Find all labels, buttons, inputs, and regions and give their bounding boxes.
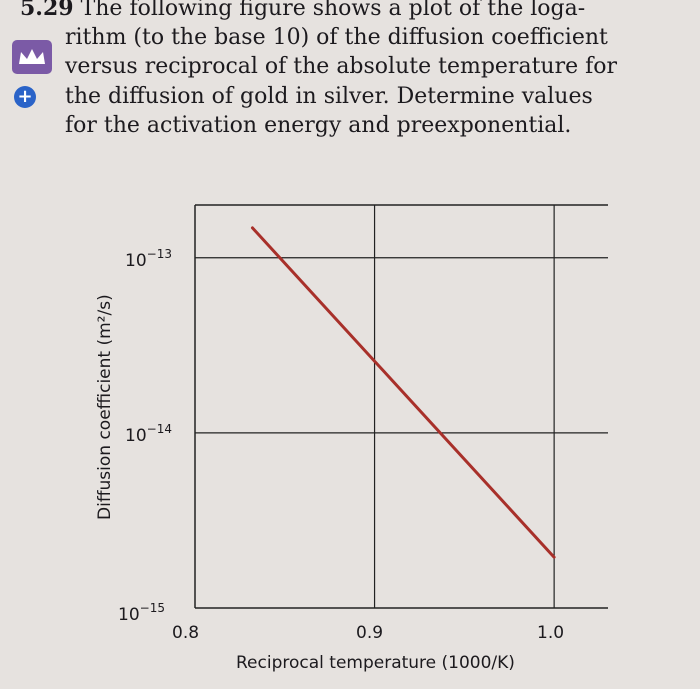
- problem-line-3: versus reciprocal of the absolute temper…: [65, 54, 618, 79]
- problem-line-2: rithm (to the base 10) of the diffusion …: [65, 25, 608, 50]
- crown-icon[interactable]: [12, 40, 52, 74]
- data-line: [250, 226, 556, 559]
- y-tick-label-1e-14: 10−14: [125, 422, 172, 446]
- x-tick-labels: 0.8 0.9 1.0: [172, 623, 564, 643]
- y-tick-label-1e-15: 10−15: [118, 601, 165, 625]
- problem-line-5: for the activation energy and preexponen…: [65, 113, 572, 138]
- y-tick-label-1e-13: 10−13: [125, 247, 172, 271]
- plot-grid: [194, 204, 608, 609]
- problem-number: 5.29: [20, 0, 74, 21]
- x-tick-label-0.9: 0.9: [356, 623, 383, 643]
- plus-circle-icon[interactable]: +: [14, 86, 36, 108]
- x-axis-label: Reciprocal temperature (1000/K): [236, 653, 515, 673]
- x-tick-label-1.0: 1.0: [537, 623, 564, 643]
- problem-line-4: the diffusion of gold in silver. Determi…: [65, 84, 593, 109]
- y-tick-labels: 10−13 10−14 10−15: [118, 247, 172, 625]
- x-tick-label-0.8: 0.8: [172, 623, 199, 643]
- y-axis-label: Diffusion coefficient (m²/s): [95, 294, 115, 520]
- problem-line-1: 5.29 The following figure shows a plot o…: [20, 0, 585, 23]
